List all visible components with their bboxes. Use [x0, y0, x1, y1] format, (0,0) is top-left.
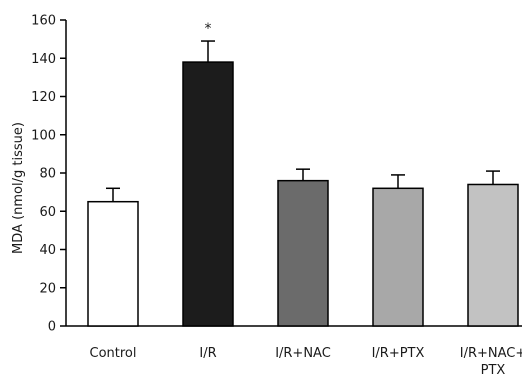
bar	[277, 179, 329, 327]
y-tick-label: 0	[48, 320, 56, 335]
y-axis-title: MDA (nmol/g tissue)	[11, 122, 26, 254]
x-tick-label: I/R	[199, 346, 216, 361]
x-tick-label: I/R+NAC	[275, 346, 331, 361]
x-tick-label: PTX	[481, 363, 506, 378]
y-tick-label: 160	[31, 14, 56, 29]
x-tick-label: Control	[90, 346, 137, 361]
x-tick-label: I/R+PTX	[372, 346, 425, 361]
y-tick-label: 20	[39, 281, 56, 296]
bar	[372, 187, 424, 327]
bar	[182, 61, 234, 327]
bar	[87, 200, 139, 327]
x-tick-label: I/R+NAC+	[460, 346, 522, 361]
y-tick-label: 100	[31, 128, 56, 143]
y-tick-label: 80	[39, 167, 56, 182]
y-tick-label: 140	[31, 52, 56, 67]
bar	[467, 183, 519, 327]
y-tick-label: 120	[31, 90, 56, 105]
y-tick-label: 40	[39, 243, 56, 258]
significance-marker: *	[205, 21, 212, 37]
y-tick-label: 60	[39, 205, 56, 220]
